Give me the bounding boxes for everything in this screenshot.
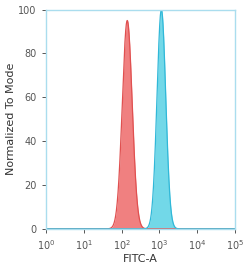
X-axis label: FITC-A: FITC-A	[123, 254, 158, 264]
Y-axis label: Normalized To Mode: Normalized To Mode	[6, 63, 16, 176]
